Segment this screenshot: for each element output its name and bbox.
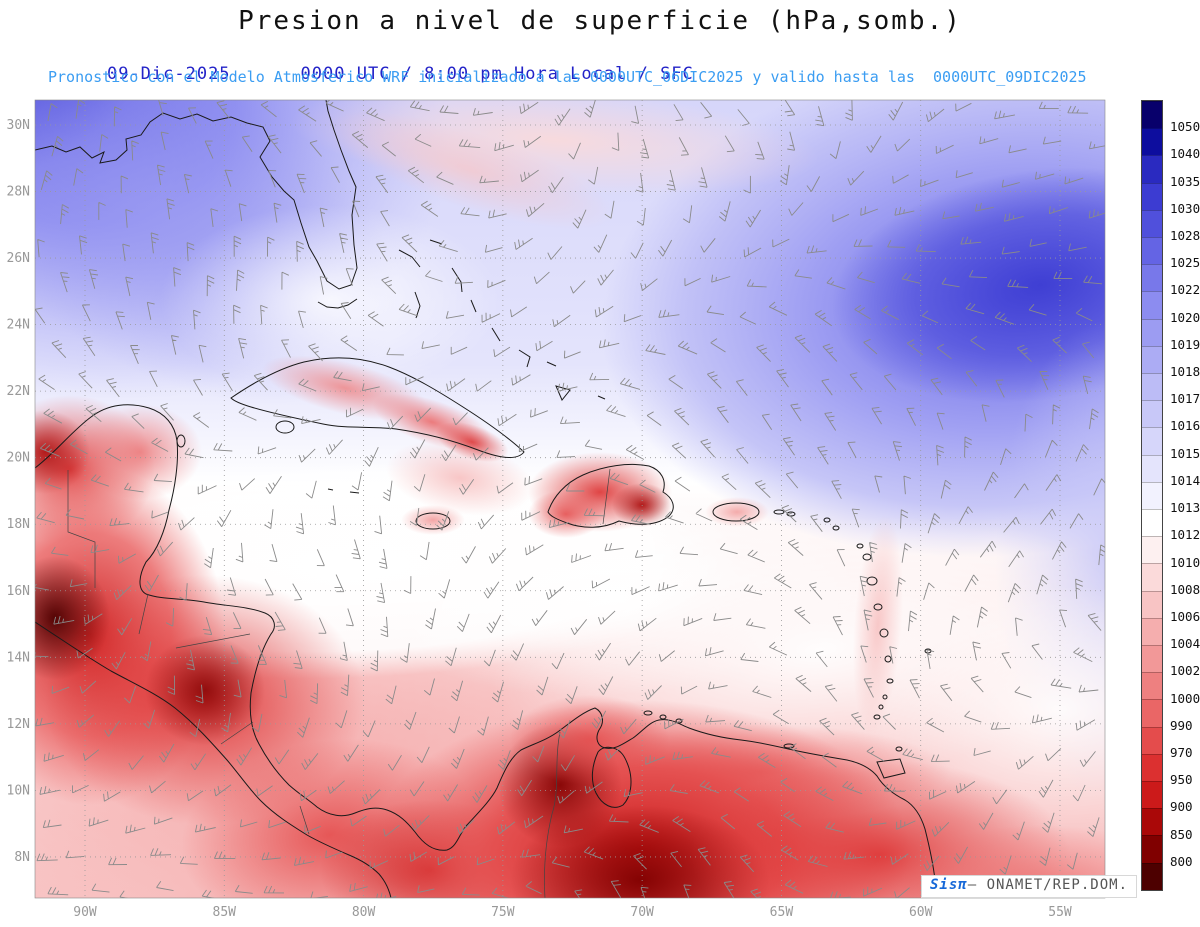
valid-time: 0000 UTC / 8:00 pm Hora Local / SFC [300, 64, 694, 84]
lat-tick-label: 18N [7, 517, 30, 532]
colorbar-label: 1014 [1170, 472, 1200, 488]
colorbar-cell [1142, 182, 1162, 210]
colorbar-cell [1142, 237, 1162, 265]
colorbar-label: 1028 [1170, 228, 1200, 244]
colorbar-cell [1142, 645, 1162, 673]
colorbar-label: 1013 [1170, 500, 1200, 516]
lon-tick-label: 65W [770, 905, 794, 920]
colorbar-cell [1142, 617, 1162, 646]
colorbar-label: 1006 [1170, 608, 1200, 624]
colorbar-label: 1008 [1170, 581, 1200, 597]
colorbar-cell [1142, 345, 1162, 374]
colorbar-bar [1141, 100, 1163, 891]
colorbar-cell [1142, 726, 1162, 754]
lat-tick-label: 24N [7, 318, 30, 333]
lon-tick-label: 70W [630, 905, 654, 920]
colorbar-label: 850 [1170, 826, 1193, 842]
colorbar-label: 1016 [1170, 418, 1200, 434]
coastline-layer [35, 100, 938, 898]
watermark-org: ONAMET/REP.DOM. [986, 877, 1129, 893]
lat-tick-label: 16N [7, 584, 30, 599]
wind-barbs-layer [35, 100, 1105, 898]
colorbar-label: 1002 [1170, 663, 1200, 679]
lat-tick-label: 28N [7, 185, 30, 200]
colorbar-label: 1018 [1170, 364, 1200, 380]
colorbar-cell [1142, 781, 1162, 809]
colorbar-cell [1142, 373, 1162, 401]
colorbar-label: 1019 [1170, 336, 1200, 352]
colorbar-cell [1142, 808, 1162, 836]
watermark-separator: – [967, 877, 987, 893]
forecast-line: Pronostico con el Modelo Atmosferico WRF… [48, 68, 1087, 86]
colorbar-label: 900 [1170, 799, 1193, 815]
lat-tick-label: 14N [7, 650, 30, 665]
colorbar-label: 1040 [1170, 146, 1200, 162]
lat-tick-label: 26N [7, 251, 30, 266]
colorbar-cell [1142, 128, 1162, 156]
grid-layer [35, 100, 1105, 898]
colorbar-label: 1020 [1170, 309, 1200, 325]
lat-tick-label: 12N [7, 717, 30, 732]
colorbar-cell [1142, 672, 1162, 700]
colorbar-label: 950 [1170, 772, 1193, 788]
colorbar-label: 1017 [1170, 391, 1200, 407]
colorbar-cell [1142, 454, 1162, 482]
colorbar-cell [1142, 291, 1162, 319]
colorbar-label: 1030 [1170, 200, 1200, 216]
colorbar-cell [1142, 536, 1162, 564]
colorbar-cell [1142, 563, 1162, 591]
colorbar-cell [1142, 400, 1162, 428]
colorbar-cell [1142, 699, 1162, 727]
colorbar-cell [1142, 509, 1162, 537]
axis-labels: 30N 28N 26N 24N 22N 20N 18N 16N 14N 12N 10N 8N 90W 85… [7, 118, 1072, 920]
colorbar-label: 1022 [1170, 282, 1200, 298]
colorbar: 1050 1040 1035 1030 1028 1025 1022 1020 1019 1018… [1141, 100, 1200, 895]
lat-tick-label: 10N [7, 783, 30, 798]
colorbar-cell [1142, 590, 1162, 618]
colorbar-cell [1142, 753, 1162, 782]
colorbar-label: 990 [1170, 717, 1193, 733]
datetime-line: 09-Dic-2025 0000 UTC / 8:00 pm Hora Local… [62, 44, 694, 104]
colorbar-cell [1142, 481, 1162, 510]
map-frame [34, 99, 1106, 899]
lon-tick-label: 75W [491, 905, 515, 920]
colorbar-label: 1035 [1170, 173, 1200, 189]
colorbar-label: 1004 [1170, 636, 1200, 652]
lon-tick-label: 60W [909, 905, 933, 920]
colorbar-label: 1000 [1170, 690, 1200, 706]
colorbar-label: 1025 [1170, 255, 1200, 271]
lon-tick-label: 55W [1048, 905, 1072, 920]
watermark-brand: Sisπ [930, 877, 968, 893]
colorbar-cell [1142, 835, 1162, 863]
country-borders-layer [67, 468, 611, 898]
lon-tick-label: 85W [213, 905, 237, 920]
lat-tick-label: 22N [7, 384, 30, 399]
colorbar-label: 1010 [1170, 554, 1200, 570]
colorbar-cell [1142, 862, 1162, 890]
page-title: Presion a nivel de superficie (hPa,somb.… [238, 6, 962, 36]
colorbar-cell [1142, 155, 1162, 183]
lat-tick-label: 8N [14, 850, 30, 865]
colorbar-label: 1012 [1170, 527, 1200, 543]
colorbar-cell [1142, 264, 1162, 292]
colorbar-label: 1015 [1170, 445, 1200, 461]
colorbar-cell [1142, 318, 1162, 346]
lon-tick-label: 90W [73, 905, 97, 920]
colorbar-cell [1142, 427, 1162, 455]
colorbar-cell [1142, 101, 1162, 129]
colorbar-label: 970 [1170, 744, 1193, 760]
colorbar-label: 800 [1170, 853, 1193, 869]
colorbar-cell [1142, 209, 1162, 238]
watermark: Sisπ– ONAMET/REP.DOM. [921, 875, 1138, 898]
lat-tick-label: 30N [7, 118, 30, 133]
lon-tick-label: 80W [352, 905, 376, 920]
lat-tick-label: 20N [7, 451, 30, 466]
colorbar-label: 1050 [1170, 119, 1200, 135]
valid-date: 09-Dic-2025 [106, 64, 231, 84]
